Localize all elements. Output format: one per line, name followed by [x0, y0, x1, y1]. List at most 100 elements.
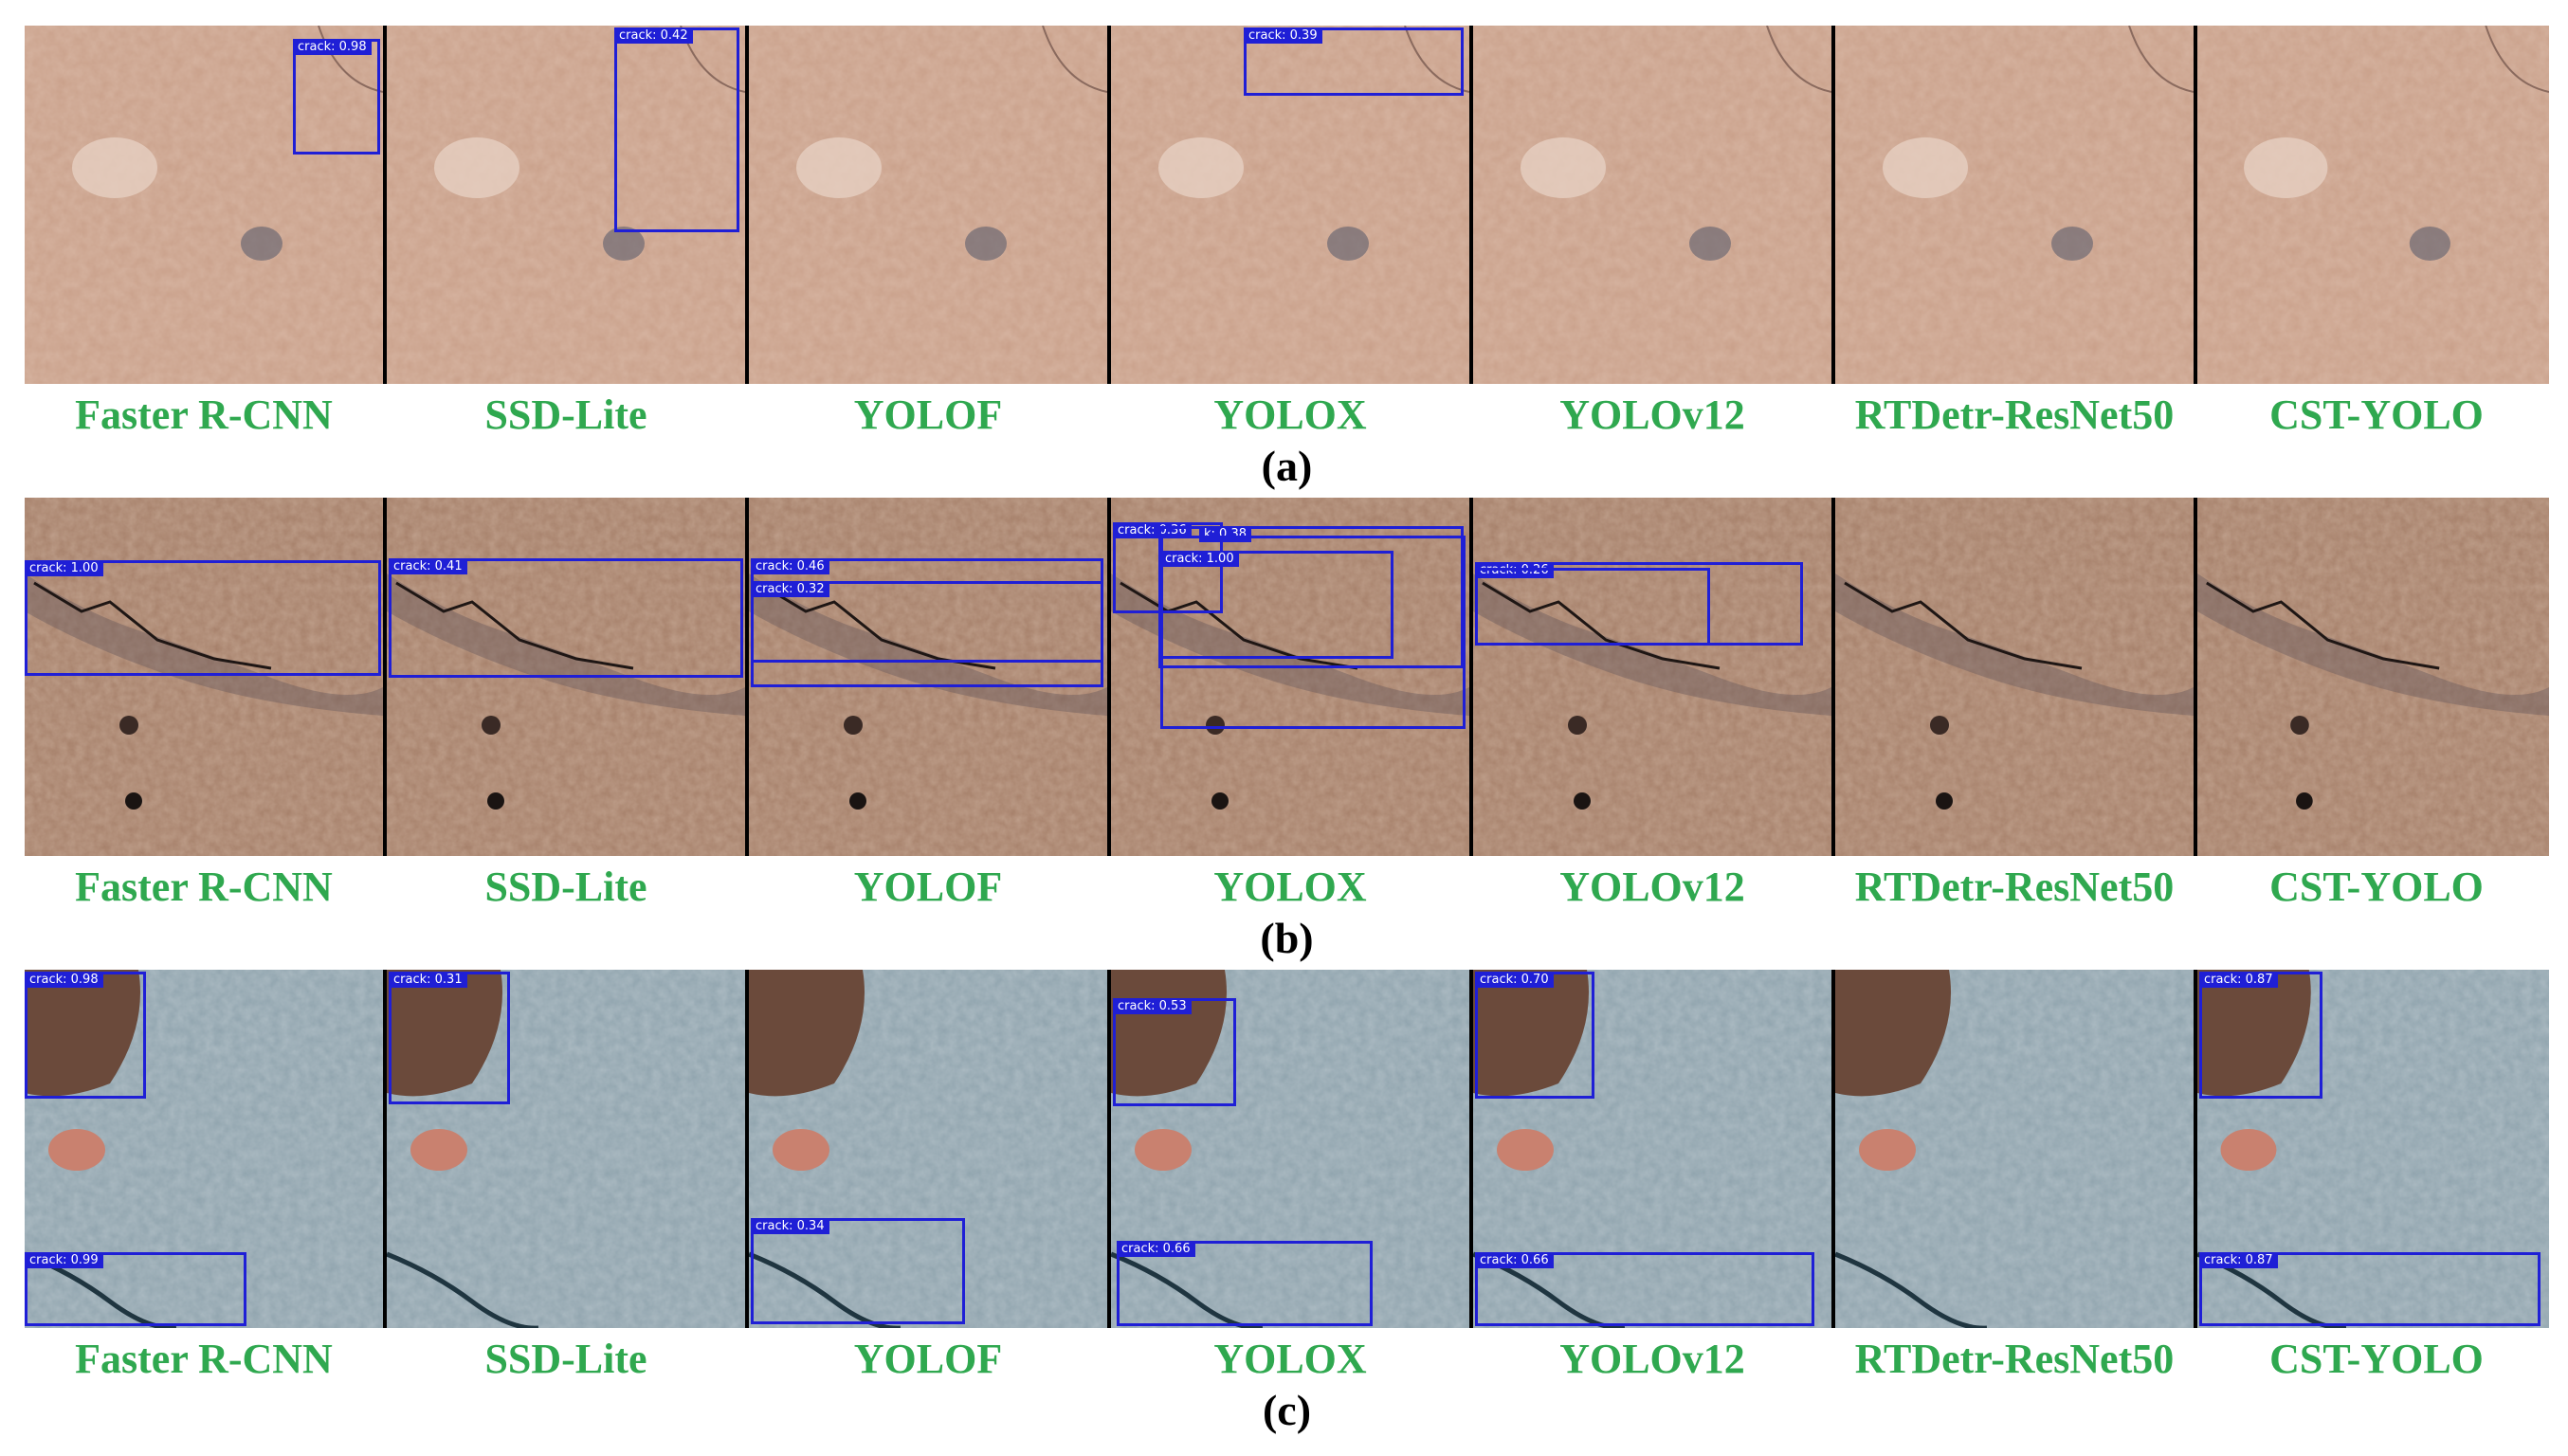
image-panel: crack: 0.39: [1111, 26, 1469, 384]
image-panel: [1835, 498, 2194, 856]
detection-label: crack: 0.31: [389, 972, 467, 988]
detection-label: crack: 0.41: [389, 558, 467, 574]
subfigure-label: (a): [1261, 442, 1313, 490]
detection-box: [1475, 568, 1710, 646]
detection-box: crack: 0.66: [1475, 1252, 1814, 1326]
detection-label: crack: 0.98: [293, 39, 372, 55]
detection-box: crack: 0.87: [2199, 1252, 2541, 1326]
detection-box: crack: 0.98: [293, 39, 380, 155]
model-label: SSD-Lite: [484, 391, 647, 438]
model-label: YOLOF: [853, 864, 1003, 910]
model-labels: Faster R-CNN SSD-Lite YOLOF YOLOX YOLOv1…: [25, 1334, 2549, 1385]
model-label: RTDetr-ResNet50: [1854, 391, 2175, 438]
detection-label: crack: 0.42: [614, 27, 693, 44]
image-panel: crack: 0.36 k: 0.38 crack: 1.00: [1111, 498, 1469, 856]
model-label: CST-YOLO: [2269, 864, 2484, 910]
concrete-photo: [1111, 26, 1469, 384]
image-panel: [1835, 26, 2194, 384]
detection-label: crack: 0.39: [1244, 27, 1322, 44]
image-panel: crack: 0.98: [25, 26, 383, 384]
image-panel: [1473, 26, 1831, 384]
detection-box: crack: 0.39: [1244, 27, 1464, 96]
detection-box: crack: 0.98: [25, 972, 146, 1099]
image-panel: [749, 26, 1107, 384]
model-label: Faster R-CNN: [75, 1336, 333, 1382]
image-panel: crack: 0.98 crack: 0.99: [25, 970, 383, 1328]
image-strip-c: crack: 0.98 crack: 0.99 crack: 0.31: [25, 970, 2549, 1328]
concrete-photo: [749, 970, 1107, 1328]
model-label: RTDetr-ResNet50: [1854, 864, 2175, 910]
detection-label: crack: 0.46: [751, 558, 829, 574]
concrete-photo: [2197, 26, 2549, 384]
concrete-photo: [1835, 498, 2194, 856]
concrete-photo: [749, 26, 1107, 384]
model-label: YOLOX: [1213, 1336, 1367, 1382]
image-panel: crack: 0.70 crack: 0.66: [1473, 970, 1831, 1328]
concrete-photo: [749, 498, 1107, 856]
model-label: YOLOv12: [1559, 864, 1745, 910]
concrete-photo: [1111, 970, 1469, 1328]
detection-label: crack: 0.87: [2199, 972, 2278, 988]
image-panel: crack: 0.42: [387, 26, 745, 384]
model-label: Faster R-CNN: [75, 391, 333, 438]
detection-label: crack: 0.66: [1117, 1241, 1195, 1257]
detection-box: crack: 0.70: [1475, 972, 1594, 1099]
detection-label: crack: 0.98: [25, 972, 103, 988]
image-panel: crack: 0.26: [1473, 498, 1831, 856]
image-strip-b: crack: 1.00 crack: 0.41: [25, 498, 2549, 856]
concrete-photo: [1835, 970, 2194, 1328]
concrete-photo: [25, 498, 383, 856]
concrete-photo: [1473, 498, 1831, 856]
image-panel: [1835, 970, 2194, 1328]
detection-label: crack: 1.00: [1160, 551, 1239, 567]
concrete-photo: [1473, 970, 1831, 1328]
detection-label: crack: 0.53: [1113, 998, 1192, 1014]
image-panel: crack: 0.87 crack: 0.87: [2197, 970, 2549, 1328]
detection-box: crack: 0.41: [389, 558, 743, 678]
image-panel: crack: 0.31: [387, 970, 745, 1328]
concrete-photo: [2197, 970, 2549, 1328]
detection-box: crack: 0.53: [1113, 998, 1236, 1106]
image-panel: crack: 0.41: [387, 498, 745, 856]
subfigure-label: (c): [1262, 1386, 1312, 1434]
detection-box: crack: 0.36: [1113, 522, 1223, 613]
concrete-photo: [25, 26, 383, 384]
concrete-photo: [387, 26, 745, 384]
model-label: RTDetr-ResNet50: [1854, 1336, 2175, 1382]
model-label: YOLOF: [853, 1336, 1003, 1382]
detection-label: crack: 0.70: [1475, 972, 1554, 988]
model-label: YOLOv12: [1559, 391, 1745, 438]
concrete-photo: [2197, 498, 2549, 856]
subfigure-label: (b): [1260, 914, 1314, 962]
concrete-photo: [387, 970, 745, 1328]
detection-box: crack: 0.87: [2199, 972, 2322, 1099]
detection-label: crack: 0.34: [751, 1218, 829, 1234]
detection-label: crack: 0.87: [2199, 1252, 2278, 1268]
model-labels: Faster R-CNN SSD-Lite YOLOF YOLOX YOLOv1…: [25, 862, 2549, 913]
model-label: SSD-Lite: [484, 1336, 647, 1382]
model-label: YOLOF: [853, 391, 1003, 438]
detection-box: crack: 0.32: [751, 581, 1103, 687]
concrete-photo: [25, 970, 383, 1328]
image-panel: crack: 0.34: [749, 970, 1107, 1328]
concrete-photo: [1835, 26, 2194, 384]
detection-box: crack: 0.34: [751, 1218, 965, 1324]
detection-label: crack: 1.00: [25, 560, 103, 576]
detection-box: crack: 0.31: [389, 972, 510, 1104]
image-panel: crack: 0.53 crack: 0.66: [1111, 970, 1469, 1328]
model-label: CST-YOLO: [2269, 1336, 2484, 1382]
concrete-photo: [1473, 26, 1831, 384]
detection-label: crack: 0.66: [1475, 1252, 1554, 1268]
image-panel: [2197, 26, 2549, 384]
detection-box: crack: 1.00: [25, 560, 381, 676]
image-strip-a: crack: 0.98 crack: 0.42: [25, 26, 2549, 384]
model-label: CST-YOLO: [2269, 391, 2484, 438]
detection-label: crack: 0.32: [751, 581, 829, 597]
detection-box: crack: 0.66: [1117, 1241, 1373, 1326]
detection-box: [1160, 536, 1466, 729]
model-label: SSD-Lite: [484, 864, 647, 910]
model-label: YOLOX: [1213, 864, 1367, 910]
detection-box: crack: 0.99: [25, 1252, 246, 1326]
model-label: YOLOX: [1213, 391, 1367, 438]
detection-box: crack: 0.42: [614, 27, 739, 232]
